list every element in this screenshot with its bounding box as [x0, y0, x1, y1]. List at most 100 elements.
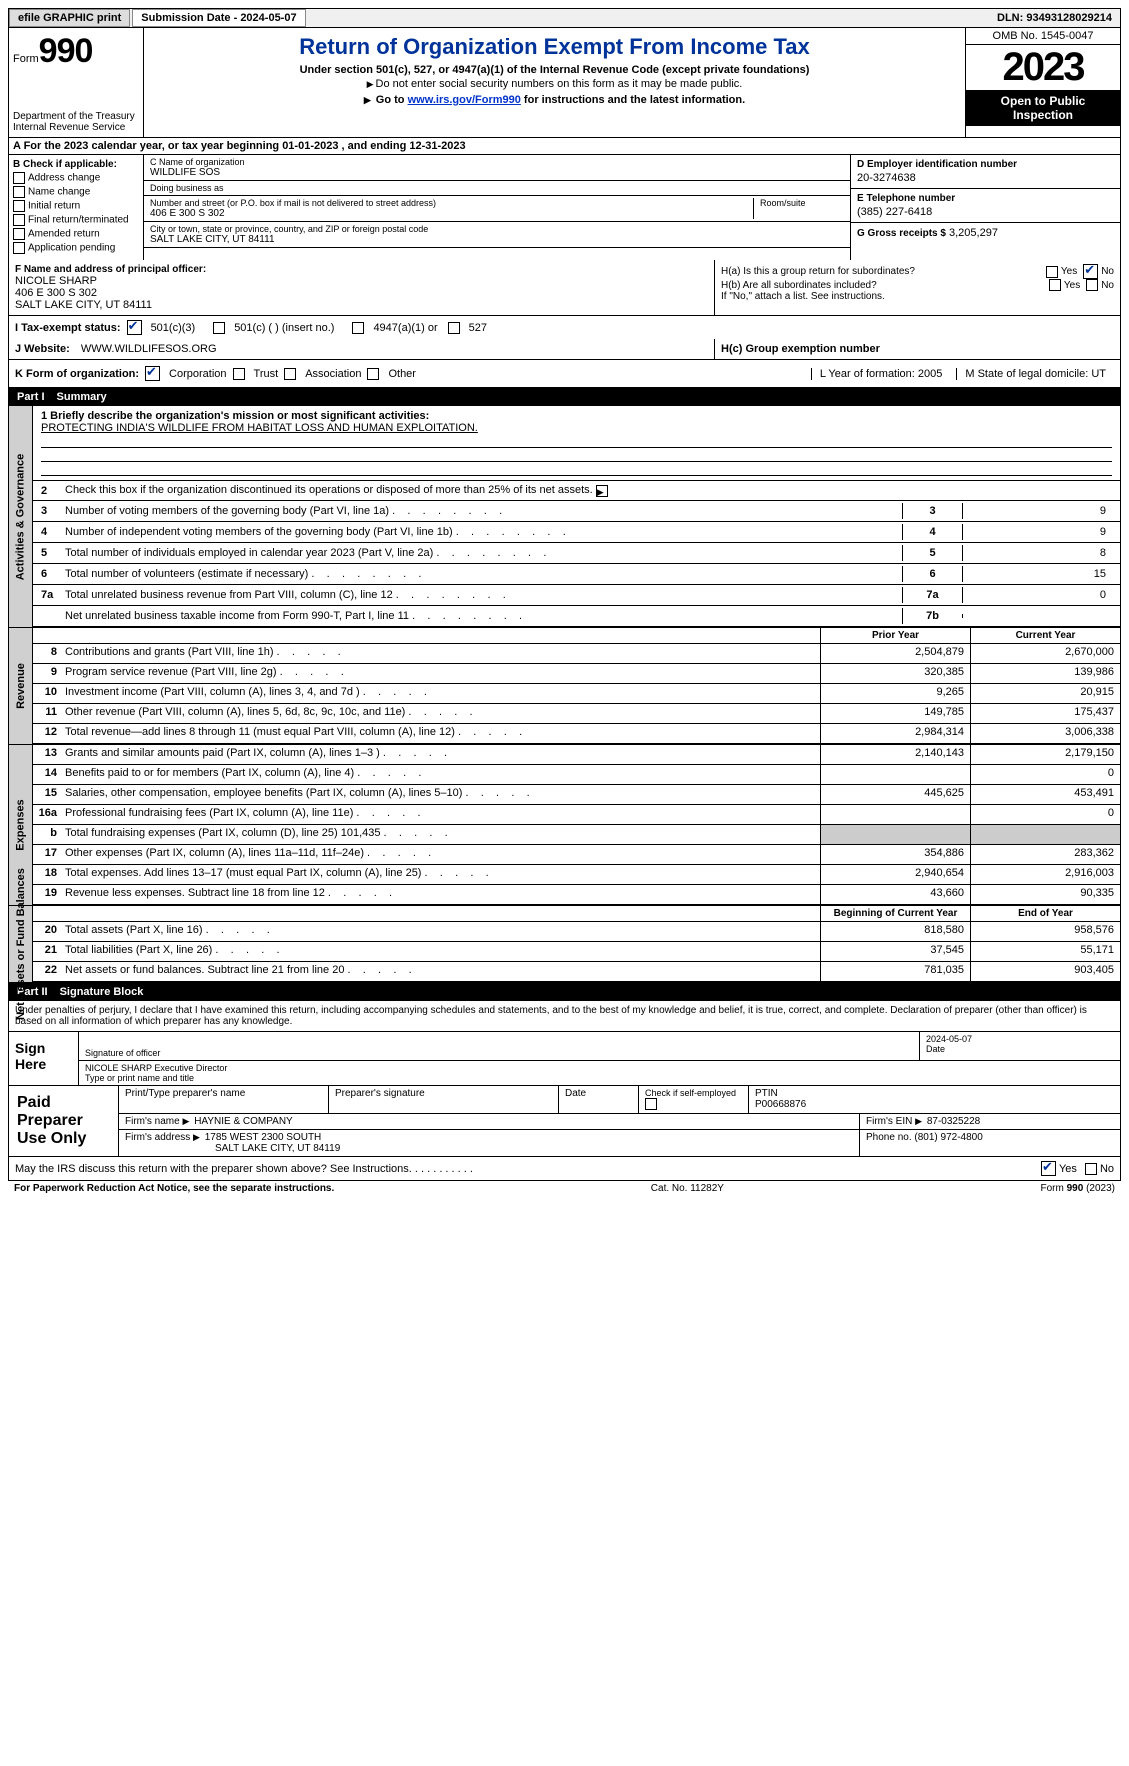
phone-label: E Telephone number — [857, 193, 1114, 204]
ptin-label: PTIN — [755, 1088, 1114, 1099]
cb-application-pending[interactable]: Application pending — [13, 242, 139, 254]
line2: 2 Check this box if the organization dis… — [33, 481, 1120, 501]
gross-val: 3,205,297 — [949, 227, 998, 239]
website-val: WWW.WILDLIFESOS.ORG — [81, 343, 217, 355]
fin-header-net: Beginning of Current Year End of Year — [33, 906, 1120, 922]
website-label: J Website: — [15, 343, 70, 355]
dln: DLN: 93493128029214 — [989, 10, 1120, 26]
cb-hb-no[interactable] — [1086, 279, 1098, 291]
cb-name-change[interactable]: Name change — [13, 186, 139, 198]
officer-addr2: SALT LAKE CITY, UT 84111 — [15, 299, 708, 311]
cb-amended-return[interactable]: Amended return — [13, 228, 139, 240]
net-line-22: 22Net assets or fund balances. Subtract … — [33, 962, 1120, 982]
side-net: Net Assets or Fund Balances — [9, 906, 33, 982]
rev-line-12: 12Total revenue—add lines 8 through 11 (… — [33, 724, 1120, 744]
cb-trust[interactable] — [233, 368, 245, 380]
link-prefix: Go to — [376, 94, 408, 106]
paid-preparer-block: Paid Preparer Use Only Print/Type prepar… — [8, 1086, 1121, 1157]
cb-discuss-no[interactable] — [1085, 1163, 1097, 1175]
mission-row: 1 Briefly describe the organization's mi… — [33, 406, 1120, 481]
side-revenue: Revenue — [9, 628, 33, 744]
exp-line-17: 17Other expenses (Part IX, column (A), l… — [33, 845, 1120, 865]
sign-here-block: Sign Here Signature of officer 2024-05-0… — [8, 1032, 1121, 1086]
irs-link[interactable]: www.irs.gov/Form990 — [408, 94, 521, 106]
cb-final-return[interactable]: Final return/terminated — [13, 214, 139, 226]
cb-501c[interactable] — [213, 322, 225, 334]
website-cell: J Website: WWW.WILDLIFESOS.ORG — [9, 339, 715, 359]
prep-self-label: Check if self-employed — [645, 1088, 736, 1098]
col-prior: Prior Year — [820, 628, 970, 643]
cb-self-employed[interactable] — [645, 1098, 657, 1110]
net-line-20: 20Total assets (Part X, line 16)818,5809… — [33, 922, 1120, 942]
sig-date-label: Date — [926, 1044, 1114, 1054]
declaration: Under penalties of perjury, I declare th… — [8, 1001, 1121, 1032]
cb-assoc[interactable] — [284, 368, 296, 380]
cb-ha-yes[interactable] — [1046, 266, 1058, 278]
exp-line-13: 13Grants and similar amounts paid (Part … — [33, 745, 1120, 765]
phone-val: (385) 227-6418 — [857, 206, 1114, 218]
exp-line-19: 19Revenue less expenses. Subtract line 1… — [33, 885, 1120, 905]
efile-print-button[interactable]: efile GRAPHIC print — [9, 9, 130, 27]
cb-discontinued[interactable] — [596, 485, 608, 497]
form-footer: Form 990 (2023) — [1041, 1183, 1115, 1194]
cb-initial-return[interactable]: Initial return — [13, 200, 139, 212]
col-current: Current Year — [970, 628, 1120, 643]
k-label: K Form of organization: — [15, 368, 139, 380]
ssn-note: Do not enter social security numbers on … — [152, 78, 957, 90]
state-domicile: M State of legal domicile: UT — [956, 368, 1114, 380]
tax-year: 2023 — [966, 45, 1120, 90]
part2-header: Part II Signature Block — [8, 983, 1121, 1001]
prep-sig-label: Preparer's signature — [335, 1088, 552, 1099]
col-d-ein: D Employer identification number 20-3274… — [850, 155, 1120, 260]
cb-corp[interactable] — [145, 366, 160, 381]
omb-number: OMB No. 1545-0047 — [966, 28, 1120, 45]
cb-address-change[interactable]: Address change — [13, 172, 139, 184]
submission-date: Submission Date - 2024-05-07 — [132, 9, 305, 27]
cb-other[interactable] — [367, 368, 379, 380]
cb-501c3[interactable] — [127, 320, 142, 335]
part1-expenses: Expenses 13Grants and similar amounts pa… — [8, 745, 1121, 906]
line2-desc: Check this box if the organization disco… — [65, 484, 1112, 496]
mission-text: PROTECTING INDIA'S WILDLIFE FROM HABITAT… — [41, 422, 1112, 434]
ha-label: H(a) Is this a group return for subordin… — [721, 266, 1046, 277]
gross-label: G Gross receipts $ — [857, 228, 946, 239]
row-jw: J Website: WWW.WILDLIFESOS.ORG H(c) Grou… — [8, 339, 1121, 360]
open-inspection: Open to Public Inspection — [966, 90, 1120, 126]
cb-527[interactable] — [448, 322, 460, 334]
sig-officer: Signature of officer — [79, 1032, 920, 1060]
part1-header: Part I Summary — [8, 388, 1121, 406]
part2-title: Signature Block — [60, 986, 144, 998]
part1-net-assets: Net Assets or Fund Balances Beginning of… — [8, 906, 1121, 983]
form-number: 990 — [39, 32, 93, 70]
prep-name-label: Print/Type preparer's name — [125, 1088, 322, 1099]
room-label: Room/suite — [760, 198, 844, 208]
cb-hb-yes[interactable] — [1049, 279, 1061, 291]
cb-discuss-yes[interactable] — [1041, 1161, 1056, 1176]
hc-cell: H(c) Group exemption number — [715, 339, 1120, 359]
exp-line-18: 18Total expenses. Add lines 13–17 (must … — [33, 865, 1120, 885]
city-val: SALT LAKE CITY, UT 84111 — [150, 234, 844, 245]
top-bar: efile GRAPHIC print Submission Date - 20… — [8, 8, 1121, 28]
col-c-org-info: C Name of organization WILDLIFE SOS Doin… — [144, 155, 850, 260]
ein-cell: D Employer identification number 20-3274… — [851, 155, 1120, 189]
cb-ha-no[interactable] — [1083, 264, 1098, 279]
form-subtitle: Under section 501(c), 527, or 4947(a)(1)… — [152, 64, 957, 76]
cb-4947[interactable] — [352, 322, 364, 334]
rev-line-9: 9Program service revenue (Part VIII, lin… — [33, 664, 1120, 684]
ein-label: D Employer identification number — [857, 159, 1114, 170]
form-header: Form990 Department of the Treasury Inter… — [8, 28, 1121, 138]
dba-label: Doing business as — [150, 183, 844, 193]
firm-addr2: SALT LAKE CITY, UT 84119 — [215, 1143, 340, 1154]
gov-line-5: 5Total number of individuals employed in… — [33, 543, 1120, 564]
rev-line-11: 11Other revenue (Part VIII, column (A), … — [33, 704, 1120, 724]
row-k: K Form of organization: Corporation Trus… — [8, 360, 1121, 388]
ptin-val: P00668876 — [755, 1099, 1114, 1110]
officer-addr1: 406 E 300 S 302 — [15, 287, 708, 299]
paperwork-notice: For Paperwork Reduction Act Notice, see … — [14, 1183, 334, 1194]
exp-line-15: 15Salaries, other compensation, employee… — [33, 785, 1120, 805]
header-center: Return of Organization Exempt From Incom… — [144, 28, 965, 137]
col-b-checkboxes: B Check if applicable: Address change Na… — [9, 155, 144, 260]
part1-title: Summary — [57, 391, 107, 403]
col-boy: Beginning of Current Year — [820, 906, 970, 921]
prep-date-label: Date — [565, 1088, 632, 1099]
